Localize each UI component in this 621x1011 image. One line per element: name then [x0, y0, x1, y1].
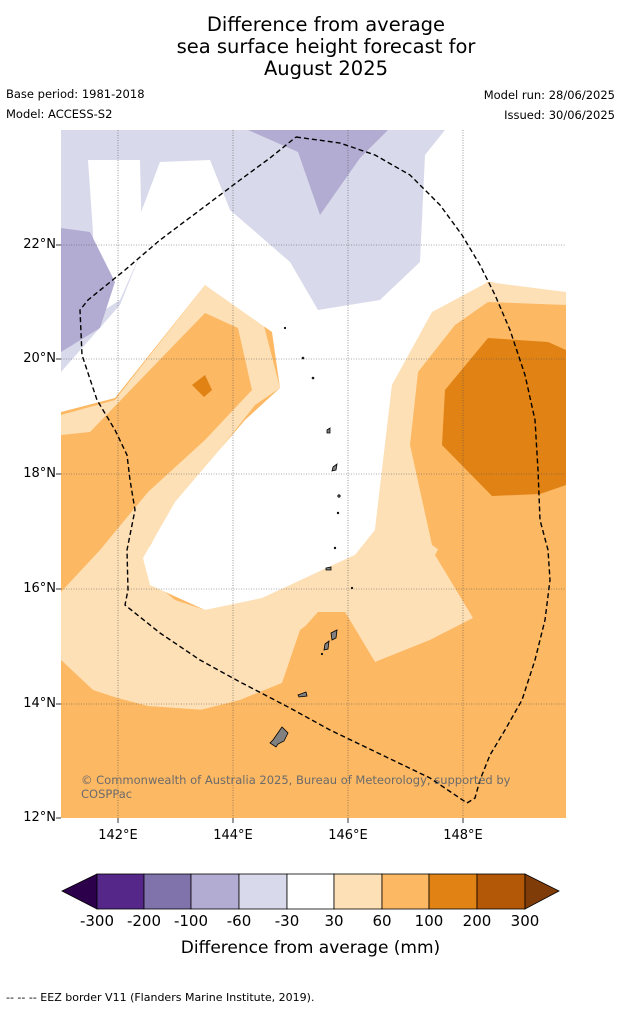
colorbar-swatch-30-60 — [333, 873, 383, 910]
lat-label-12: 12°N — [23, 810, 56, 825]
island-pagan — [331, 463, 338, 472]
region-m60-m100-west — [61, 228, 115, 352]
colorbar-swatch-m100-m60 — [190, 873, 240, 910]
colorbar-label-60: 60 — [372, 912, 392, 930]
island-agrihan — [326, 427, 331, 434]
base-period: Base period: 1981-2018 — [6, 87, 145, 101]
colorbar-label-m200: -200 — [126, 912, 162, 930]
colorbar-label-100: 100 — [414, 912, 444, 930]
colorbar-swatch-m300-m200 — [96, 873, 145, 910]
colorbar-label-200: 200 — [462, 912, 492, 930]
colorbar-label-300: 300 — [510, 912, 540, 930]
axis-ticks — [56, 244, 464, 823]
lon-label-148: 148°E — [443, 828, 483, 843]
colorbar — [61, 873, 560, 910]
island-small-7 — [350, 586, 354, 590]
model-name: Model: ACCESS-S2 — [6, 107, 113, 121]
island-anatahan — [325, 566, 332, 571]
lat-label-16: 16°N — [23, 581, 56, 596]
lat-label-22: 22°N — [23, 237, 56, 252]
colorbar-label-30: 30 — [324, 912, 344, 930]
lat-label-18: 18°N — [23, 466, 56, 481]
colorbar-label-m30: -30 — [274, 912, 300, 930]
colorbar-label-m300: -300 — [79, 912, 115, 930]
region-100-200-spot — [192, 375, 212, 397]
chart-title: Difference from average sea surface heig… — [0, 14, 621, 80]
island-guam — [269, 726, 289, 748]
lat-label-14: 14°N — [23, 696, 56, 711]
title-line-2: sea surface height forecast for — [176, 35, 476, 58]
colorbar-title: Difference from average (mm) — [180, 938, 441, 958]
eez-border — [79, 136, 551, 804]
colorbar-swatch-100-200 — [428, 873, 478, 910]
island-small-6 — [283, 326, 287, 330]
island-tinian — [323, 640, 330, 651]
eez-legend-note: -- -- -- EEZ border V11 (Flanders Marine… — [6, 991, 315, 1004]
model-run: Model run: 28/06/2025 — [483, 88, 615, 102]
colorbar-swatch-m200-m100 — [143, 873, 192, 910]
title-line-3: August 2025 — [263, 57, 389, 80]
island-small-5 — [301, 356, 305, 360]
title-line-1: Difference from average — [206, 13, 446, 36]
lon-label-146: 146°E — [328, 828, 368, 843]
issued-date: Issued: 30/06/2025 — [504, 108, 615, 122]
island-small-3 — [333, 546, 337, 550]
region-m30-m60 — [61, 130, 445, 372]
region-100-200-east — [442, 338, 566, 496]
region-white — [61, 130, 566, 610]
region-60-100-east — [61, 302, 566, 818]
island-small-1 — [337, 494, 341, 498]
colorbar-swatch-m60-m30 — [238, 873, 288, 910]
colorbar-label-m60: -60 — [226, 912, 252, 930]
island-saipan — [330, 629, 338, 641]
island-small-8 — [320, 652, 324, 656]
lon-label-142: 142°E — [98, 828, 138, 843]
colorbar-extend-low — [61, 873, 98, 910]
mariana-islands — [269, 326, 354, 748]
copyright-note: © Commonwealth of Australia 2025, Bureau… — [81, 773, 511, 801]
island-rota — [297, 691, 308, 698]
colorbar-extend-high — [524, 873, 560, 910]
island-small-2 — [336, 511, 340, 515]
island-small-4 — [311, 376, 315, 380]
colorbar-swatch-m30-30 — [286, 873, 335, 910]
lat-label-20: 20°N — [23, 351, 56, 366]
gridlines — [61, 130, 566, 818]
colorbar-label-m100: -100 — [173, 912, 209, 930]
colorbar-swatch-200-300 — [476, 873, 526, 910]
colorbar-swatch-60-100 — [381, 873, 430, 910]
lon-label-144: 144°E — [213, 828, 253, 843]
region-m60-m100-north — [248, 130, 388, 215]
